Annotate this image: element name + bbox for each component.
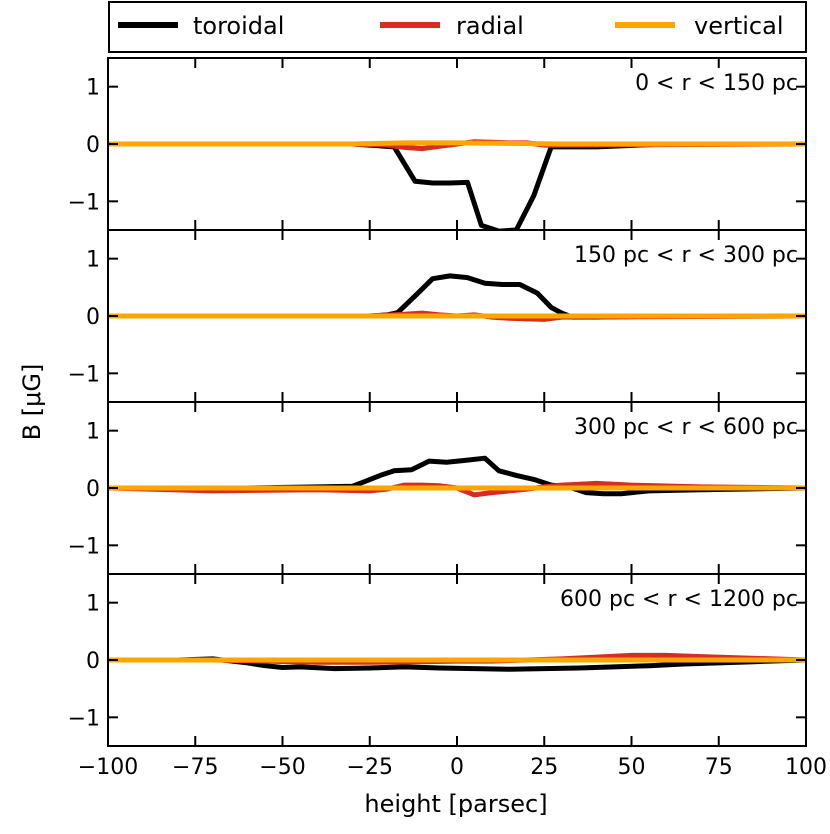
series-toroidal [108,656,806,672]
series-toroidal [108,455,806,497]
y-tick-label: 0 [86,133,100,158]
panel-0: 1 0 −1 0 < r < 150 pc [68,57,807,231]
x-tick-label: 100 [785,755,827,780]
y-tick-label: 1 [86,592,100,617]
series-vertical [108,140,806,147]
y-tick-label: 1 [86,420,100,445]
y-axis-label: B [μG] [18,364,46,441]
panel-frame [107,573,807,747]
y-tick-label: −1 [68,362,100,387]
series-toroidal [108,141,806,230]
panel-3: 1 0 −1 600 pc < r < 1200 pc [68,573,807,747]
y-tick-label: 1 [86,76,100,101]
x-tick-label: −100 [78,755,138,780]
x-tick-label: 50 [618,755,646,780]
series-toroidal [108,273,806,320]
x-axis-label: height [parsec] [364,790,547,818]
y-tick-label: −1 [68,534,100,559]
panel-0-series [108,139,806,230]
legend-label-vertical: vertical [694,12,783,40]
y-tick-label: 0 [86,649,100,674]
panel-2: 1 0 −1 300 pc < r < 600 pc [68,401,807,575]
legend-label-radial: radial [456,12,524,40]
legend: toroidal radial vertical [108,1,807,53]
legend-box [108,1,807,53]
x-tick-label: 0 [450,755,464,780]
panel-1: 1 0 −1 150 pc < r < 300 pc [68,229,807,403]
x-tick-label: 75 [705,755,733,780]
panels: 1 0 −1 0 < r < 150 pc 1 0 −1 150 pc < r < 300 p… [68,57,807,747]
panel-title: 0 < r < 150 pc [635,71,798,96]
panel-2-series [108,455,806,498]
panel-1-series [108,273,806,322]
x-tick-label: −50 [259,755,305,780]
x-tick-label: −25 [347,755,393,780]
series-radial [108,480,806,498]
x-tick-label: −75 [172,755,218,780]
x-axis: −100 −75 −50 −25 0 25 50 75 100 [78,755,827,780]
y-tick-label: 0 [86,305,100,330]
y-tick-label: 0 [86,477,100,502]
y-tick-label: −1 [68,706,100,731]
panel-title: 150 pc < r < 300 pc [574,243,798,268]
x-tick-label: 25 [530,755,558,780]
panel-title: 600 pc < r < 1200 pc [560,587,798,612]
panel-3-series [108,652,806,672]
panel-title: 300 pc < r < 600 pc [574,415,798,440]
y-tick-label: −1 [68,190,100,215]
legend-label-toroidal: toroidal [193,12,284,40]
y-tick-label: 1 [86,248,100,273]
